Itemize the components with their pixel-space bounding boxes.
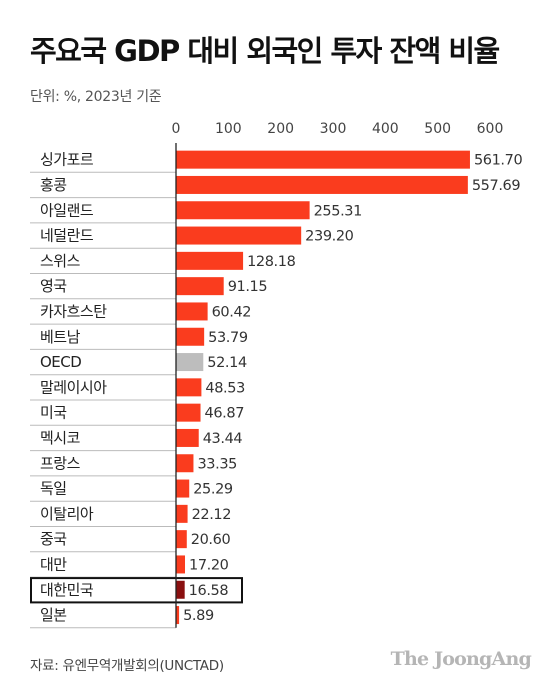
bar <box>176 479 190 498</box>
category-label: 대만 <box>40 555 67 573</box>
category-label: 네덜란드 <box>40 227 94 245</box>
x-tick-label: 0 <box>172 121 181 137</box>
category-label: 대한민국 <box>40 581 94 599</box>
bar <box>176 277 224 296</box>
value-label: 22.12 <box>192 507 232 523</box>
x-tick-label: 200 <box>267 121 294 137</box>
value-label: 128.18 <box>247 254 296 270</box>
bar <box>176 504 188 523</box>
value-label: 53.79 <box>208 330 248 346</box>
category-label: 말레이시아 <box>40 378 107 396</box>
value-label: 52.14 <box>207 355 247 371</box>
value-label: 16.58 <box>189 583 229 599</box>
chart-title: 주요국 GDP 대비 외국인 투자 잔액 비율 <box>30 34 500 68</box>
bar <box>176 606 180 625</box>
bar <box>176 251 244 270</box>
x-tick-label: 400 <box>372 121 399 137</box>
bar <box>176 327 205 346</box>
category-label: OECD <box>40 353 81 371</box>
category-label: 베트남 <box>40 328 81 346</box>
bar <box>176 201 310 220</box>
bar <box>176 403 201 422</box>
bar <box>176 580 185 599</box>
value-label: 48.53 <box>205 380 245 396</box>
category-label: 영국 <box>40 277 67 295</box>
bar <box>176 175 468 194</box>
x-tick-label: 600 <box>477 121 504 137</box>
value-label: 20.60 <box>191 532 231 548</box>
value-label: 5.89 <box>183 608 214 624</box>
x-tick-label: 100 <box>215 121 242 137</box>
bar <box>176 428 199 447</box>
bar <box>176 226 302 245</box>
category-label: 아일랜드 <box>40 201 94 219</box>
value-label: 33.35 <box>197 456 237 472</box>
highlight-box <box>30 577 243 604</box>
category-label: 미국 <box>40 404 67 422</box>
category-label: 홍콩 <box>40 176 67 194</box>
bar <box>176 378 202 397</box>
brand-logo: The JoongAng <box>390 648 532 670</box>
category-label: 멕시코 <box>40 429 80 447</box>
category-label: 카자흐스탄 <box>40 302 107 320</box>
value-label: 561.70 <box>474 153 523 169</box>
value-label: 91.15 <box>228 279 268 295</box>
category-label: 일본 <box>40 606 67 624</box>
value-label: 25.29 <box>193 482 233 498</box>
category-label: 싱가포르 <box>40 151 94 169</box>
value-label: 239.20 <box>305 229 354 245</box>
value-label: 17.20 <box>189 557 229 573</box>
x-tick-label: 500 <box>424 121 451 137</box>
value-label: 60.42 <box>212 304 252 320</box>
bar <box>176 454 194 473</box>
value-label: 46.87 <box>205 406 245 422</box>
category-label: 이탈리아 <box>40 505 94 523</box>
bar <box>176 150 470 169</box>
x-tick-label: 300 <box>320 121 347 137</box>
category-label: 독일 <box>40 480 67 498</box>
bar <box>176 555 186 574</box>
value-label: 43.44 <box>203 431 243 447</box>
value-label: 557.69 <box>472 178 521 194</box>
source-note: 자료: 유엔무역개발회의(UNCTAD) <box>30 658 224 674</box>
value-label: 255.31 <box>314 203 362 219</box>
bar <box>176 302 208 321</box>
category-label: 스위스 <box>40 252 81 270</box>
bar <box>176 353 204 372</box>
chart-subtitle: 단위: %, 2023년 기준 <box>30 89 162 105</box>
category-label: 중국 <box>40 530 67 548</box>
category-label: 프랑스 <box>40 454 81 472</box>
bar <box>176 530 187 549</box>
